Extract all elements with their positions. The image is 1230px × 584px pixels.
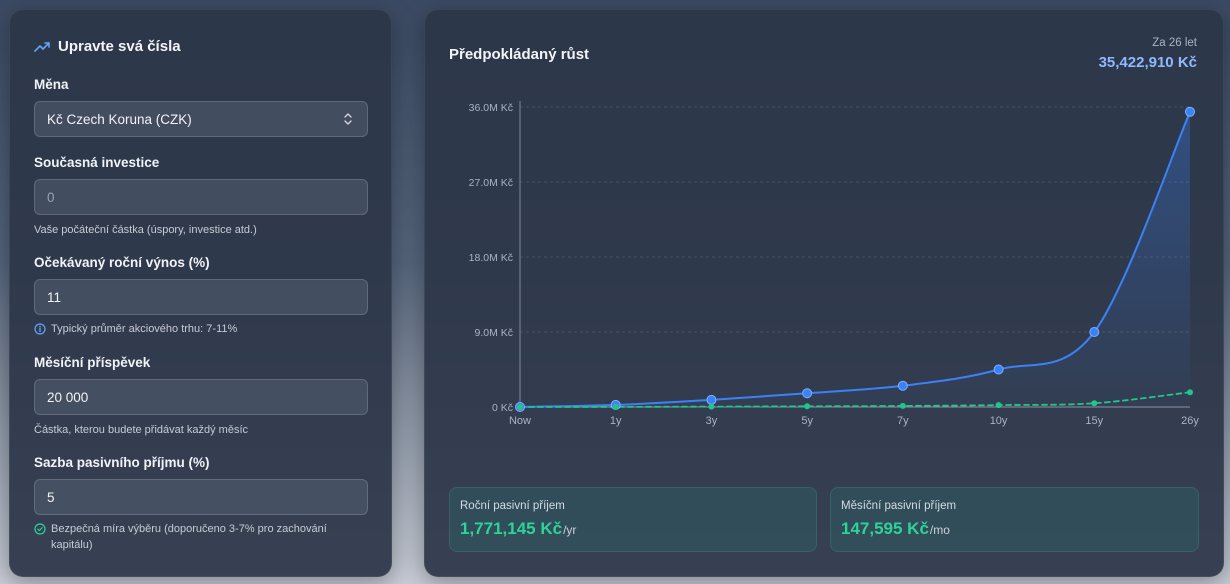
monthly-income-card: Měsíční pasivní příjem 147,595 Kč /mo — [830, 487, 1199, 552]
growth-title: Předpokládaný růst — [449, 46, 590, 63]
contribution-input-value: 20 000 — [47, 389, 89, 405]
info-icon — [34, 323, 46, 335]
y-tick-label: 36.0M Kč — [469, 102, 513, 114]
portfolio-point — [993, 364, 1004, 375]
currency-select[interactable]: Kč Czech Koruna (CZK) — [34, 101, 368, 137]
currency-label: Měna — [34, 77, 69, 92]
growth-total: 35,422,910 Kč — [1098, 54, 1197, 71]
return-rate-label: Očekávaný roční výnos (%) — [34, 255, 210, 270]
passive-income-point — [995, 402, 1002, 409]
settings-panel: Upravte svá čísla Měna Kč Czech Koruna (… — [9, 9, 392, 577]
y-tick-label: 0 Kč — [492, 402, 513, 414]
passive-rate-hint-text: Bezpečná míra výběru (doporučeno 3-7% pr… — [51, 523, 327, 551]
portfolio-line — [519, 110, 1191, 408]
investment-input-value: 0 — [47, 189, 55, 205]
passive-rate-input-value: 5 — [47, 489, 55, 505]
passive-income-line — [519, 391, 1191, 408]
x-tick-label: 3y — [706, 415, 718, 427]
growth-chart: 0 Kč 9.0M Kč 18.0M Kč 27.0M Kč 36.0M Kč Now 1y… — [469, 101, 1199, 427]
contribution-hint: Částka, kterou budete přidávat každý měs… — [34, 424, 248, 436]
x-tick-label: 5y — [801, 415, 813, 427]
portfolio-point — [1089, 327, 1100, 337]
annual-income-value: 1,771,145 Kč — [460, 519, 563, 538]
contribution-input[interactable]: 20 000 — [34, 379, 368, 415]
monthly-income-value: 147,595 Kč — [841, 519, 929, 538]
return-rate-hint-text: Typický průměr akciového trhu: 7-11% — [51, 323, 238, 335]
passive-income-point — [612, 403, 619, 410]
currency-select-value: Kč Czech Koruna (CZK) — [47, 111, 192, 127]
x-tick-label: 10y — [990, 415, 1008, 427]
growth-period: Za 26 let — [1152, 37, 1197, 49]
settings-title: Upravte svá čísla — [34, 38, 181, 55]
x-tick-label: 15y — [1085, 415, 1103, 427]
passive-income-point — [517, 404, 523, 410]
settings-title-text: Upravte svá čísla — [58, 38, 181, 55]
x-tick-label: Now — [509, 415, 531, 427]
return-rate-input[interactable]: 11 — [34, 279, 368, 315]
series-area — [520, 111, 1190, 407]
portfolio-point — [897, 380, 908, 391]
monthly-income-unit: /mo — [929, 523, 950, 537]
portfolio-point — [1185, 106, 1195, 117]
investment-label: Současná investice — [34, 155, 160, 170]
growth-panel: Předpokládaný růst Za 26 let 35,422,910 … — [424, 9, 1224, 577]
check-circle-icon — [34, 523, 46, 535]
monthly-income-label: Měsíční pasivní příjem — [841, 500, 957, 512]
annual-income-unit: /yr — [563, 523, 577, 537]
passive-rate-hint: Bezpečná míra výběru (doporučeno 3-7% pr… — [34, 521, 364, 553]
y-tick-label: 9.0M Kč — [474, 327, 513, 339]
monthly-income-value-row: 147,595 Kč /mo — [841, 519, 950, 539]
passive-income-point — [1091, 400, 1098, 407]
chevron-up-down-icon — [344, 113, 352, 125]
passive-rate-input[interactable]: 5 — [34, 479, 368, 515]
investment-input[interactable]: 0 — [34, 179, 368, 215]
x-tick-label: 1y — [610, 415, 622, 427]
y-tick-label: 18.0M Kč — [469, 252, 513, 264]
investment-hint: Vaše počáteční částka (úspory, investice… — [34, 224, 257, 236]
contribution-label: Měsíční příspěvek — [34, 355, 151, 370]
portfolio-point — [802, 388, 813, 399]
return-rate-hint: Typický průměr akciového trhu: 7-11% — [34, 321, 364, 337]
passive-income-point — [708, 403, 715, 410]
portfolio-point — [706, 394, 717, 405]
passive-income-point — [804, 403, 811, 410]
y-tick-label: 27.0M Kč — [469, 177, 513, 189]
annual-income-value-row: 1,771,145 Kč /yr — [460, 519, 576, 539]
passive-rate-label: Sazba pasivního příjmu (%) — [34, 455, 210, 470]
x-tick-label: 7y — [897, 415, 909, 427]
trending-up-icon — [34, 41, 50, 52]
annual-income-label: Roční pasivní příjem — [460, 500, 565, 512]
passive-income-point — [1187, 389, 1193, 396]
passive-income-point — [899, 402, 906, 409]
return-rate-input-value: 11 — [47, 289, 62, 305]
x-tick-label: 26y — [1181, 415, 1199, 427]
annual-income-card: Roční pasivní příjem 1,771,145 Kč /yr — [449, 487, 817, 552]
